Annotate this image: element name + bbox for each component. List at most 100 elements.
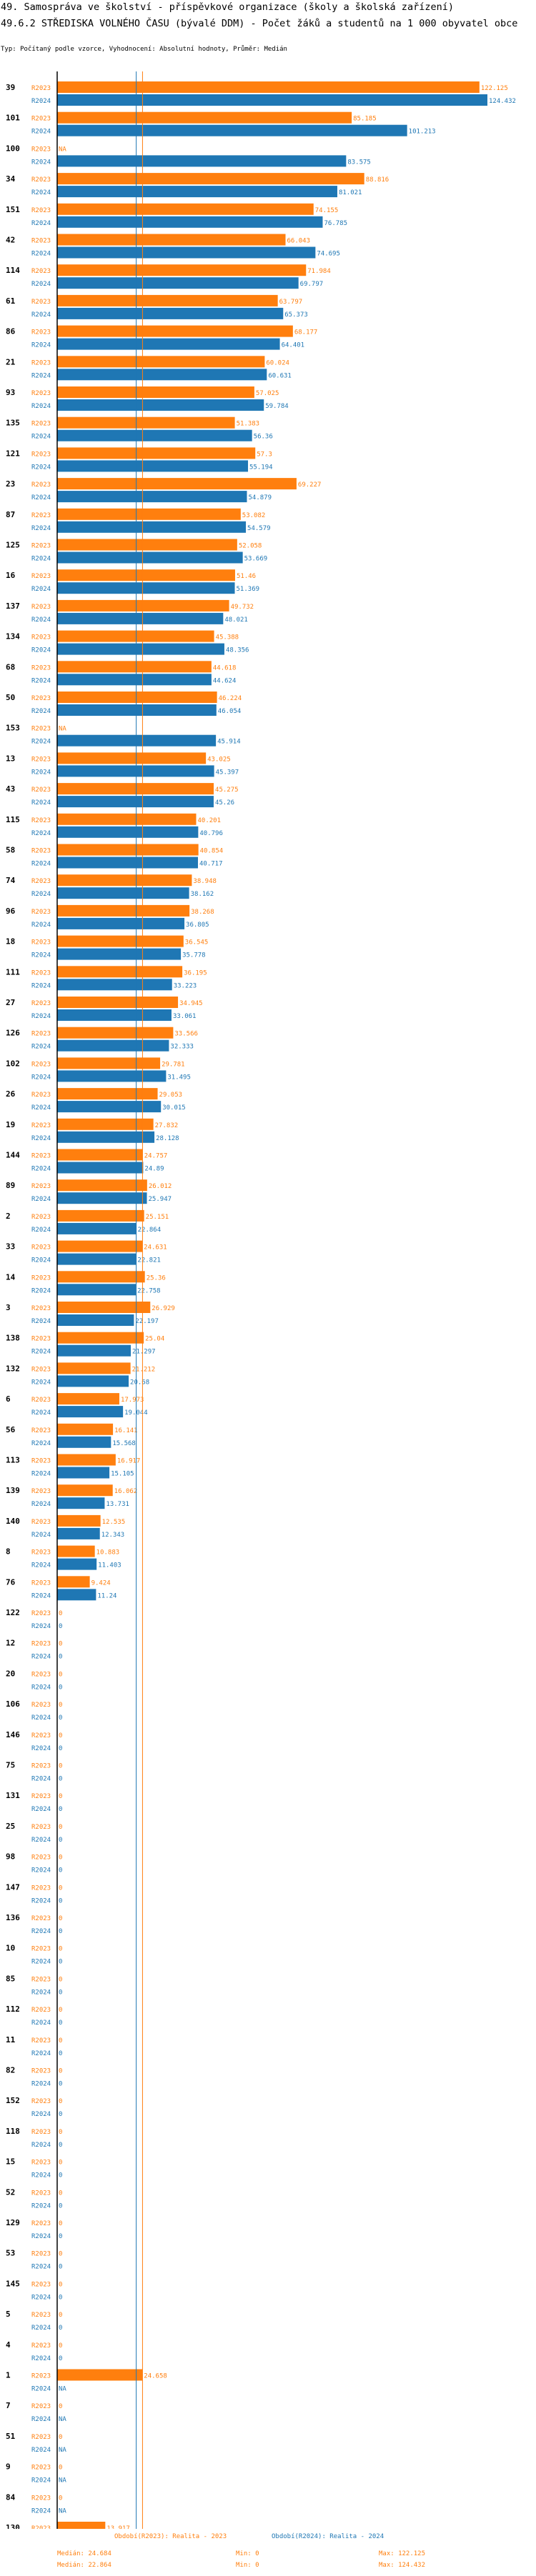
category-label-15: 15 bbox=[6, 2157, 15, 2167]
series-label-r2024: R2024 bbox=[31, 1409, 51, 1417]
value-label-r2024-145: 0 bbox=[59, 2294, 62, 2301]
value-label-r2024-125: 53.669 bbox=[244, 556, 268, 563]
value-label-r2023-21: 60.024 bbox=[266, 359, 289, 366]
series-label-r2023: R2023 bbox=[31, 1031, 51, 1038]
value-label-r2023-3: 26.929 bbox=[152, 1305, 175, 1312]
value-label-r2023-102: 29.781 bbox=[162, 1061, 185, 1068]
series-label-r2023: R2023 bbox=[31, 939, 51, 947]
bar-r2023-139 bbox=[57, 1484, 113, 1497]
bar-r2023-114 bbox=[57, 264, 307, 276]
bar-r2023-102 bbox=[57, 1057, 161, 1069]
value-label-r2024-33: 22.821 bbox=[137, 1257, 161, 1264]
bar-r2023-135 bbox=[57, 416, 235, 429]
series-label-r2023: R2023 bbox=[31, 2160, 51, 2167]
value-label-r2024-115: 40.796 bbox=[199, 830, 223, 837]
series-label-r2023: R2023 bbox=[31, 878, 51, 885]
category-label-139: 139 bbox=[6, 1486, 20, 1495]
series-label-r2023: R2023 bbox=[31, 969, 51, 977]
category-label-98: 98 bbox=[6, 1852, 15, 1862]
category-label-21: 21 bbox=[6, 357, 16, 366]
value-label-r2023-135: 51.383 bbox=[237, 421, 260, 428]
series-label-r2023: R2023 bbox=[31, 1671, 51, 1678]
value-label-r2023-7: 0 bbox=[59, 2403, 62, 2410]
bar-r2023-96 bbox=[57, 904, 190, 917]
series-label-r2023: R2023 bbox=[31, 1336, 51, 1343]
series-label-r2023: R2023 bbox=[31, 817, 51, 824]
series-label-r2024: R2024 bbox=[31, 1287, 51, 1294]
chart-meta: Typ: Počítaný podle vzorce, Vyhodnocení:… bbox=[1, 46, 287, 53]
value-label-r2023-118: 0 bbox=[59, 2129, 62, 2136]
value-label-r2023-68: 44.618 bbox=[213, 664, 237, 672]
value-label-r2023-139: 16.062 bbox=[114, 1488, 138, 1495]
value-label-r2023-136: 0 bbox=[59, 1915, 62, 1922]
series-label-r2023: R2023 bbox=[31, 2190, 51, 2197]
value-label-r2023-82: 0 bbox=[59, 2068, 62, 2075]
series-label-r2023: R2023 bbox=[31, 848, 51, 855]
bar-r2023-113 bbox=[57, 1454, 116, 1466]
category-label-42: 42 bbox=[6, 236, 15, 245]
value-label-r2023-50: 46.224 bbox=[219, 695, 242, 702]
series-label-r2024: R2024 bbox=[31, 1654, 51, 1661]
series-label-r2024: R2024 bbox=[31, 1166, 51, 1173]
category-label-53: 53 bbox=[6, 2249, 15, 2258]
value-label-r2024-121: 55.194 bbox=[249, 464, 273, 471]
bar-r2024-125 bbox=[57, 551, 243, 564]
category-label-16: 16 bbox=[6, 571, 16, 580]
value-label-r2023-74: 38.948 bbox=[193, 878, 217, 885]
value-label-r2024-136: 0 bbox=[59, 1928, 62, 1935]
bar-r2023-6 bbox=[57, 1393, 119, 1405]
bar-r2023-3 bbox=[57, 1302, 151, 1313]
category-label-111: 111 bbox=[6, 967, 20, 977]
value-label-r2024-140: 12.343 bbox=[101, 1532, 125, 1539]
value-label-r2023-86: 68.177 bbox=[294, 329, 318, 336]
bar-r2024-96 bbox=[57, 917, 185, 929]
series-label-r2024: R2024 bbox=[31, 159, 51, 166]
category-label-130: 130 bbox=[6, 2523, 20, 2529]
bar-r2024-132 bbox=[57, 1375, 129, 1387]
value-label-r2024-5: 0 bbox=[59, 2325, 62, 2332]
category-label-138: 138 bbox=[6, 1334, 20, 1343]
value-label-r2024-122: 0 bbox=[59, 1623, 62, 1630]
series-label-r2023: R2023 bbox=[31, 573, 51, 580]
series-label-r2024: R2024 bbox=[31, 2447, 51, 2454]
bar-r2023-1 bbox=[57, 2369, 143, 2381]
series-label-r2024: R2024 bbox=[31, 281, 51, 288]
bar-r2024-151 bbox=[57, 216, 323, 228]
value-label-r2023-26: 29.053 bbox=[159, 1092, 183, 1099]
bar-r2023-134 bbox=[57, 630, 214, 642]
value-label-r2023-23: 69.227 bbox=[298, 481, 322, 489]
category-label-12: 12 bbox=[6, 1639, 15, 1648]
series-label-r2023: R2023 bbox=[31, 207, 51, 214]
bar-r2023-125 bbox=[57, 539, 237, 551]
value-label-r2023-89: 26.012 bbox=[149, 1183, 172, 1190]
series-label-r2023: R2023 bbox=[31, 543, 51, 550]
category-label-19: 19 bbox=[6, 1120, 15, 1129]
bar-r2024-34 bbox=[57, 186, 337, 198]
bar-r2023-151 bbox=[57, 203, 314, 215]
value-label-r2024-56: 15.568 bbox=[112, 1440, 136, 1447]
value-label-r2024-19: 28.128 bbox=[156, 1135, 179, 1142]
value-label-r2024-50: 46.054 bbox=[218, 708, 242, 715]
series-label-r2024: R2024 bbox=[31, 342, 51, 349]
series-label-r2024: R2024 bbox=[31, 739, 51, 746]
category-label-8: 8 bbox=[6, 1547, 11, 1557]
category-label-34: 34 bbox=[6, 174, 16, 184]
bar-r2024-8 bbox=[57, 1558, 97, 1570]
bar-r2023-138 bbox=[57, 1332, 144, 1344]
series-label-r2024: R2024 bbox=[31, 1592, 51, 1599]
bar-r2023-50 bbox=[57, 692, 217, 703]
value-label-r2024-43: 45.26 bbox=[215, 799, 234, 807]
value-label-r2023-145: 0 bbox=[59, 2281, 62, 2288]
value-label-r2023-84: 0 bbox=[59, 2495, 62, 2502]
series-label-r2024: R2024 bbox=[31, 1989, 51, 1996]
value-label-r2023-51: 0 bbox=[59, 2434, 62, 2441]
category-label-68: 68 bbox=[6, 662, 15, 672]
bar-r2023-26 bbox=[57, 1088, 158, 1100]
bar-r2024-121 bbox=[57, 460, 249, 472]
bar-r2023-74 bbox=[57, 874, 192, 887]
bar-r2023-56 bbox=[57, 1423, 114, 1435]
category-label-118: 118 bbox=[6, 2127, 20, 2136]
series-label-r2024: R2024 bbox=[31, 982, 51, 989]
bar-r2023-87 bbox=[57, 508, 241, 520]
